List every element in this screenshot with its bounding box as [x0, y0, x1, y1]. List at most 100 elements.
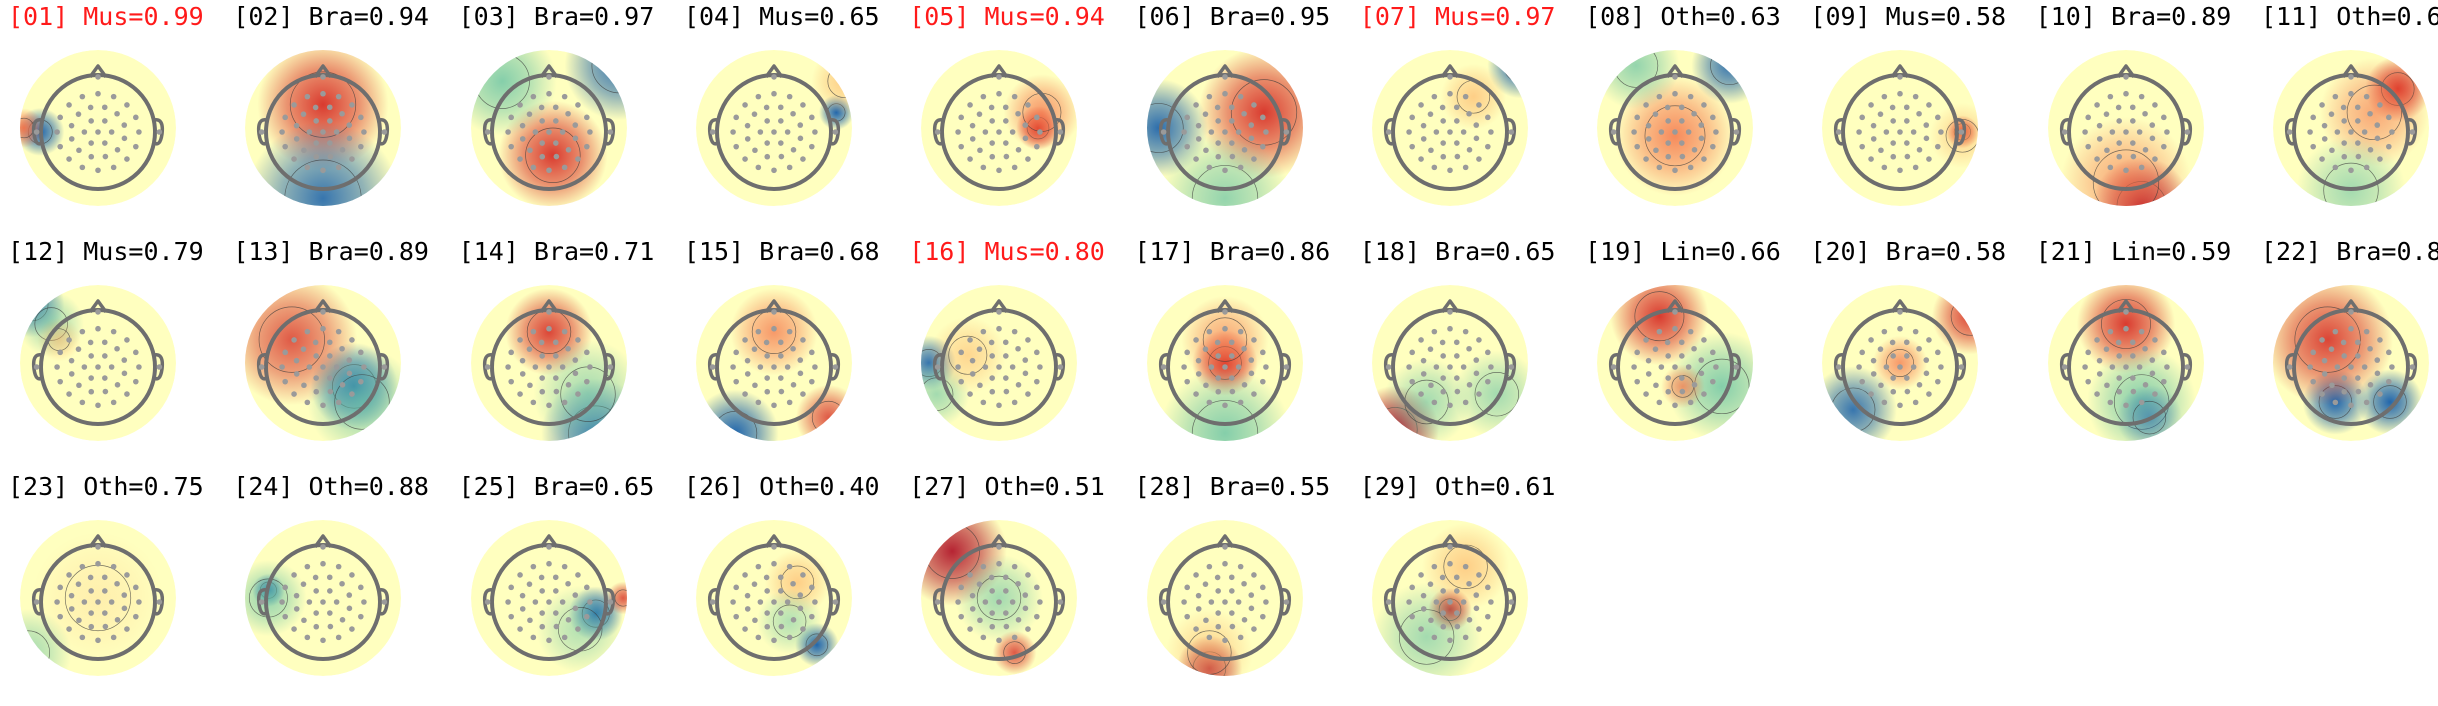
electrode-dot — [970, 136, 976, 142]
topomap — [1146, 50, 1303, 206]
component-panel: [28] Bra=0.55 — [1135, 470, 1360, 706]
electrode-dot — [771, 167, 777, 174]
topomap — [470, 285, 627, 441]
electrode-dot — [2096, 136, 2103, 142]
component-label: [10] Bra=0.89 — [2035, 2, 2232, 31]
electrode-dot — [1440, 588, 1446, 594]
electrode-dot — [1034, 378, 1040, 385]
electrode-dot — [572, 370, 578, 377]
electrode-dot — [2129, 104, 2136, 111]
electrode-dot — [1679, 118, 1685, 124]
component-panel: [01] Mus=0.99 — [8, 0, 233, 236]
electrode-dot — [996, 129, 1002, 135]
electrode-dot — [1202, 111, 1208, 117]
component-label: [29] Oth=0.61 — [1359, 472, 1556, 501]
electrode-dot — [102, 118, 108, 124]
electrode-dot — [2286, 129, 2293, 135]
activation-blob — [1158, 367, 1291, 441]
electrode-dot — [1237, 93, 1243, 100]
electrode-dot — [1022, 122, 1029, 128]
electrode-dot — [1691, 382, 1698, 388]
electrode-dot — [320, 402, 327, 409]
electrode-dot — [808, 378, 815, 385]
electrode-dot — [2310, 378, 2316, 385]
left-ear — [31, 588, 45, 616]
electrode-dot — [1904, 140, 1911, 146]
electrode-dot — [786, 634, 793, 641]
electrode-dot — [75, 111, 82, 117]
electrode-dot — [1183, 114, 1190, 121]
electrode-dot — [1228, 353, 1235, 359]
electrode-dot — [530, 399, 536, 406]
electrode-dot — [1208, 599, 1214, 605]
electrode-dot — [75, 346, 82, 352]
electrode-dot — [108, 364, 115, 370]
electrode-dot — [1012, 563, 1018, 570]
electrode-dot — [95, 325, 101, 332]
left-ear — [1834, 118, 1847, 146]
electrode-dot — [730, 364, 736, 370]
electrode-dot — [1446, 309, 1453, 315]
electrode-dot — [1643, 102, 1649, 108]
electrode-dot — [2329, 382, 2335, 389]
electrode-dot — [808, 114, 815, 121]
electrode-dot — [294, 357, 300, 364]
electrode-dot — [755, 563, 762, 570]
electrode-dot — [519, 357, 525, 364]
component-panel: [16] Mus=0.80 — [909, 235, 1134, 471]
electrode-dot — [1691, 110, 1697, 117]
electrode-dot — [1427, 617, 1434, 624]
topomap — [470, 520, 627, 676]
electrode-dot — [2085, 143, 2091, 150]
right-ear — [2404, 118, 2418, 146]
electrode-dot — [800, 156, 806, 162]
electrode-dot — [538, 574, 545, 581]
electrode-dot — [784, 129, 791, 135]
electrode-dot — [358, 378, 364, 385]
electrode-dot — [967, 572, 974, 578]
electrode-dot — [2129, 118, 2136, 124]
electrode-dot — [102, 353, 108, 359]
electrode-dot — [327, 339, 333, 346]
right-ear — [151, 353, 165, 381]
electrode-dot — [1878, 346, 1884, 352]
electrode-dot — [958, 584, 965, 591]
nose — [989, 534, 1009, 549]
electrode-dot — [2377, 391, 2383, 397]
electrode-dot — [989, 104, 995, 111]
electrode-dot — [2129, 140, 2136, 146]
electrode-dot — [1701, 156, 1707, 162]
electrode-dot — [526, 111, 532, 117]
electrode-dot — [1913, 399, 1919, 406]
nose — [1440, 299, 1460, 314]
electrode-dot — [66, 156, 72, 162]
electrode-dot — [812, 129, 818, 135]
electrode-dot — [755, 93, 762, 100]
electrode-dot — [1652, 346, 1659, 352]
left-ear — [1383, 588, 1396, 616]
electrode-dot — [507, 143, 514, 150]
electrode-dot — [1454, 388, 1460, 395]
electrode-dot — [1183, 378, 1190, 385]
left-ear — [257, 588, 270, 616]
electrode-dot — [1034, 584, 1040, 591]
electrode-dot — [156, 129, 163, 135]
electrode-dot — [1487, 599, 1494, 605]
nose — [1215, 534, 1234, 549]
electrode-dot — [1484, 378, 1491, 385]
electrode-dot — [1214, 623, 1221, 630]
contour-line — [1886, 348, 1915, 377]
contour-line — [2132, 400, 2166, 435]
electrode-dot — [1418, 391, 1424, 397]
electrode-dot — [1652, 111, 1659, 117]
electrode-dot — [786, 563, 793, 570]
electrode-dot — [2138, 93, 2145, 100]
electrode-dot — [538, 610, 545, 616]
nose — [989, 299, 1009, 314]
activation-blob — [1873, 335, 1928, 391]
electrode-dot — [57, 378, 63, 385]
right-ear — [827, 353, 840, 381]
electrode-dot — [95, 364, 101, 370]
component-panel: [29] Oth=0.61 — [1360, 470, 1585, 706]
left-ear — [257, 118, 270, 146]
